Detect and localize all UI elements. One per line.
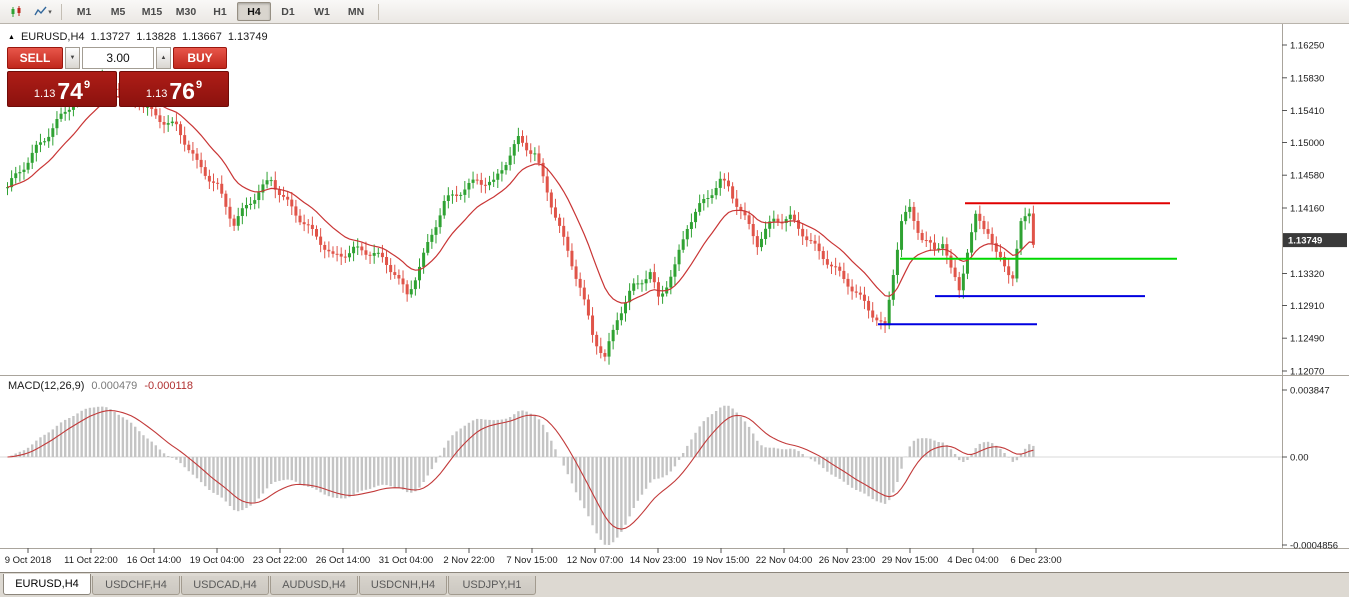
toolbar-separator: [378, 3, 379, 20]
tab-usdcnh-h4[interactable]: USDCNH,H4: [359, 576, 447, 595]
tab-eurusd-h4[interactable]: EURUSD,H4: [3, 574, 91, 595]
buy-price-display[interactable]: 1.13 76 9: [119, 71, 229, 107]
lot-decrease-button[interactable]: ▼: [65, 47, 80, 69]
time-tick-label: 26 Nov 23:00: [819, 555, 876, 566]
time-tick-label: 19 Nov 15:00: [693, 555, 750, 566]
timeframe-m30[interactable]: M30: [175, 5, 197, 18]
price-chart-canvas[interactable]: 1.16250 1.15830 1.15410 1.15000 1.14580 1.141…: [0, 24, 1349, 572]
dropdown-arrow-icon: ▾: [48, 8, 52, 16]
macd-scale-label: 0.00: [1290, 453, 1309, 464]
time-tick-label: 22 Nov 04:00: [756, 555, 813, 566]
current-price-badge: [1283, 233, 1347, 248]
time-tick-label: 9 Oct 2018: [5, 555, 51, 566]
timeframe-w1[interactable]: W1: [314, 5, 330, 18]
macd-value: 0.000479: [91, 380, 138, 392]
buy-pips: 76: [169, 78, 195, 104]
price-tick-label: 1.15000: [1290, 138, 1324, 149]
time-tick-label: 14 Nov 23:00: [630, 555, 687, 566]
buy-big-figure: 1.13: [145, 88, 168, 100]
tab-usdcad-h4[interactable]: USDCAD,H4: [181, 576, 269, 595]
toolbar-separator: [61, 3, 62, 20]
sell-price-display[interactable]: 1.13 74 9: [7, 71, 117, 107]
time-tick-label: 19 Oct 04:00: [190, 555, 244, 566]
price-tick-label: 1.15410: [1290, 106, 1324, 117]
lot-size-input[interactable]: [82, 47, 154, 69]
price-tick-label: 1.16250: [1290, 41, 1324, 52]
timeframe-m1[interactable]: M1: [76, 5, 92, 18]
timeframe-d1[interactable]: D1: [281, 5, 295, 18]
sell-pipette: 9: [83, 79, 91, 91]
chart-type-icon[interactable]: [5, 2, 29, 22]
time-tick-label: 4 Dec 04:00: [947, 555, 998, 566]
price-tick-label: 1.12070: [1290, 367, 1324, 378]
tab-usdjpy-h1[interactable]: USDJPY,H1: [448, 576, 536, 595]
time-tick-label: 6 Dec 23:00: [1010, 555, 1061, 566]
close-value: 1.13749: [227, 31, 268, 43]
sell-big-figure: 1.13: [33, 88, 56, 100]
macd-signal-line: [7, 409, 1034, 530]
timeframe-mn[interactable]: MN: [347, 5, 365, 18]
timeframe-h4[interactable]: H4: [237, 2, 271, 21]
buy-pipette: 9: [195, 79, 203, 91]
tab-audusd-h4[interactable]: AUDUSD,H4: [270, 576, 358, 595]
buy-button[interactable]: BUY: [173, 47, 227, 69]
macd-indicator-label: MACD(12,26,9) 0.000479 -0.000118: [8, 380, 193, 392]
time-tick-label: 26 Oct 14:00: [316, 555, 370, 566]
timeframe-m5[interactable]: M5: [110, 5, 126, 18]
timeframe-h1[interactable]: H1: [213, 5, 227, 18]
macd-scale-label: -0.0004856: [1290, 541, 1338, 552]
moving-average-line: [7, 93, 1034, 304]
one-click-trading-panel: SELL ▼ ▲ BUY 1.13 74 9 1.13 76 9: [7, 47, 229, 107]
toolbar: ▾ M1 M5 M15 M30 H1 H4 D1 W1 MN: [0, 0, 1349, 24]
open-value: 1.13727: [90, 31, 131, 43]
expand-icon[interactable]: ▲: [8, 33, 15, 41]
indicators-icon[interactable]: ▾: [31, 2, 55, 22]
chart-tab-bar: EURUSD,H4 USDCHF,H4 USDCAD,H4 AUDUSD,H4 USDC…: [0, 572, 1349, 597]
price-tick-label: 1.15830: [1290, 73, 1324, 84]
sell-pips: 74: [57, 78, 83, 104]
low-value: 1.13667: [182, 31, 222, 43]
time-tick-label: 23 Oct 22:00: [253, 555, 307, 566]
current-price-label: 1.13749: [1288, 236, 1322, 247]
candlestick-glyph: [11, 5, 21, 17]
price-tick-label: 1.14580: [1290, 171, 1324, 182]
timeframe-buttons: M1 M5 M15 M30 H1 H4 D1 W1 MN: [67, 2, 373, 21]
time-tick-label: 2 Nov 22:00: [443, 555, 494, 566]
time-tick-label: 11 Oct 22:00: [64, 555, 118, 566]
price-tick-label: 1.12910: [1290, 301, 1324, 312]
high-value: 1.13828: [136, 31, 177, 43]
price-tick-label: 1.12490: [1290, 334, 1324, 345]
time-tick-label: 31 Oct 04:00: [379, 555, 433, 566]
timeframe-m15[interactable]: M15: [141, 5, 163, 18]
macd-scale-label: 0.003847: [1290, 386, 1330, 397]
macd-signal: -0.000118: [144, 380, 194, 392]
lot-increase-button[interactable]: ▲: [156, 47, 171, 69]
price-tick-label: 1.13320: [1290, 269, 1324, 280]
time-tick-label: 7 Nov 15:00: [506, 555, 557, 566]
price-tick-label: 1.14160: [1290, 204, 1324, 215]
time-tick-label: 12 Nov 07:00: [567, 555, 624, 566]
chart-ohlc-header: ▲ EURUSD,H4 1.13727 1.13828 1.13667 1.13…: [8, 31, 268, 43]
symbol-timeframe-label: EURUSD,H4: [20, 31, 85, 43]
macd-name: MACD(12,26,9): [8, 380, 85, 392]
time-tick-label: 29 Nov 15:00: [882, 555, 939, 566]
chart-area[interactable]: 1.16250 1.15830 1.15410 1.15000 1.14580 1.141…: [0, 24, 1349, 572]
indicator-glyph: [34, 6, 47, 16]
time-tick-label: 16 Oct 14:00: [127, 555, 181, 566]
tab-usdchf-h4[interactable]: USDCHF,H4: [92, 576, 180, 595]
sell-button[interactable]: SELL: [7, 47, 63, 69]
